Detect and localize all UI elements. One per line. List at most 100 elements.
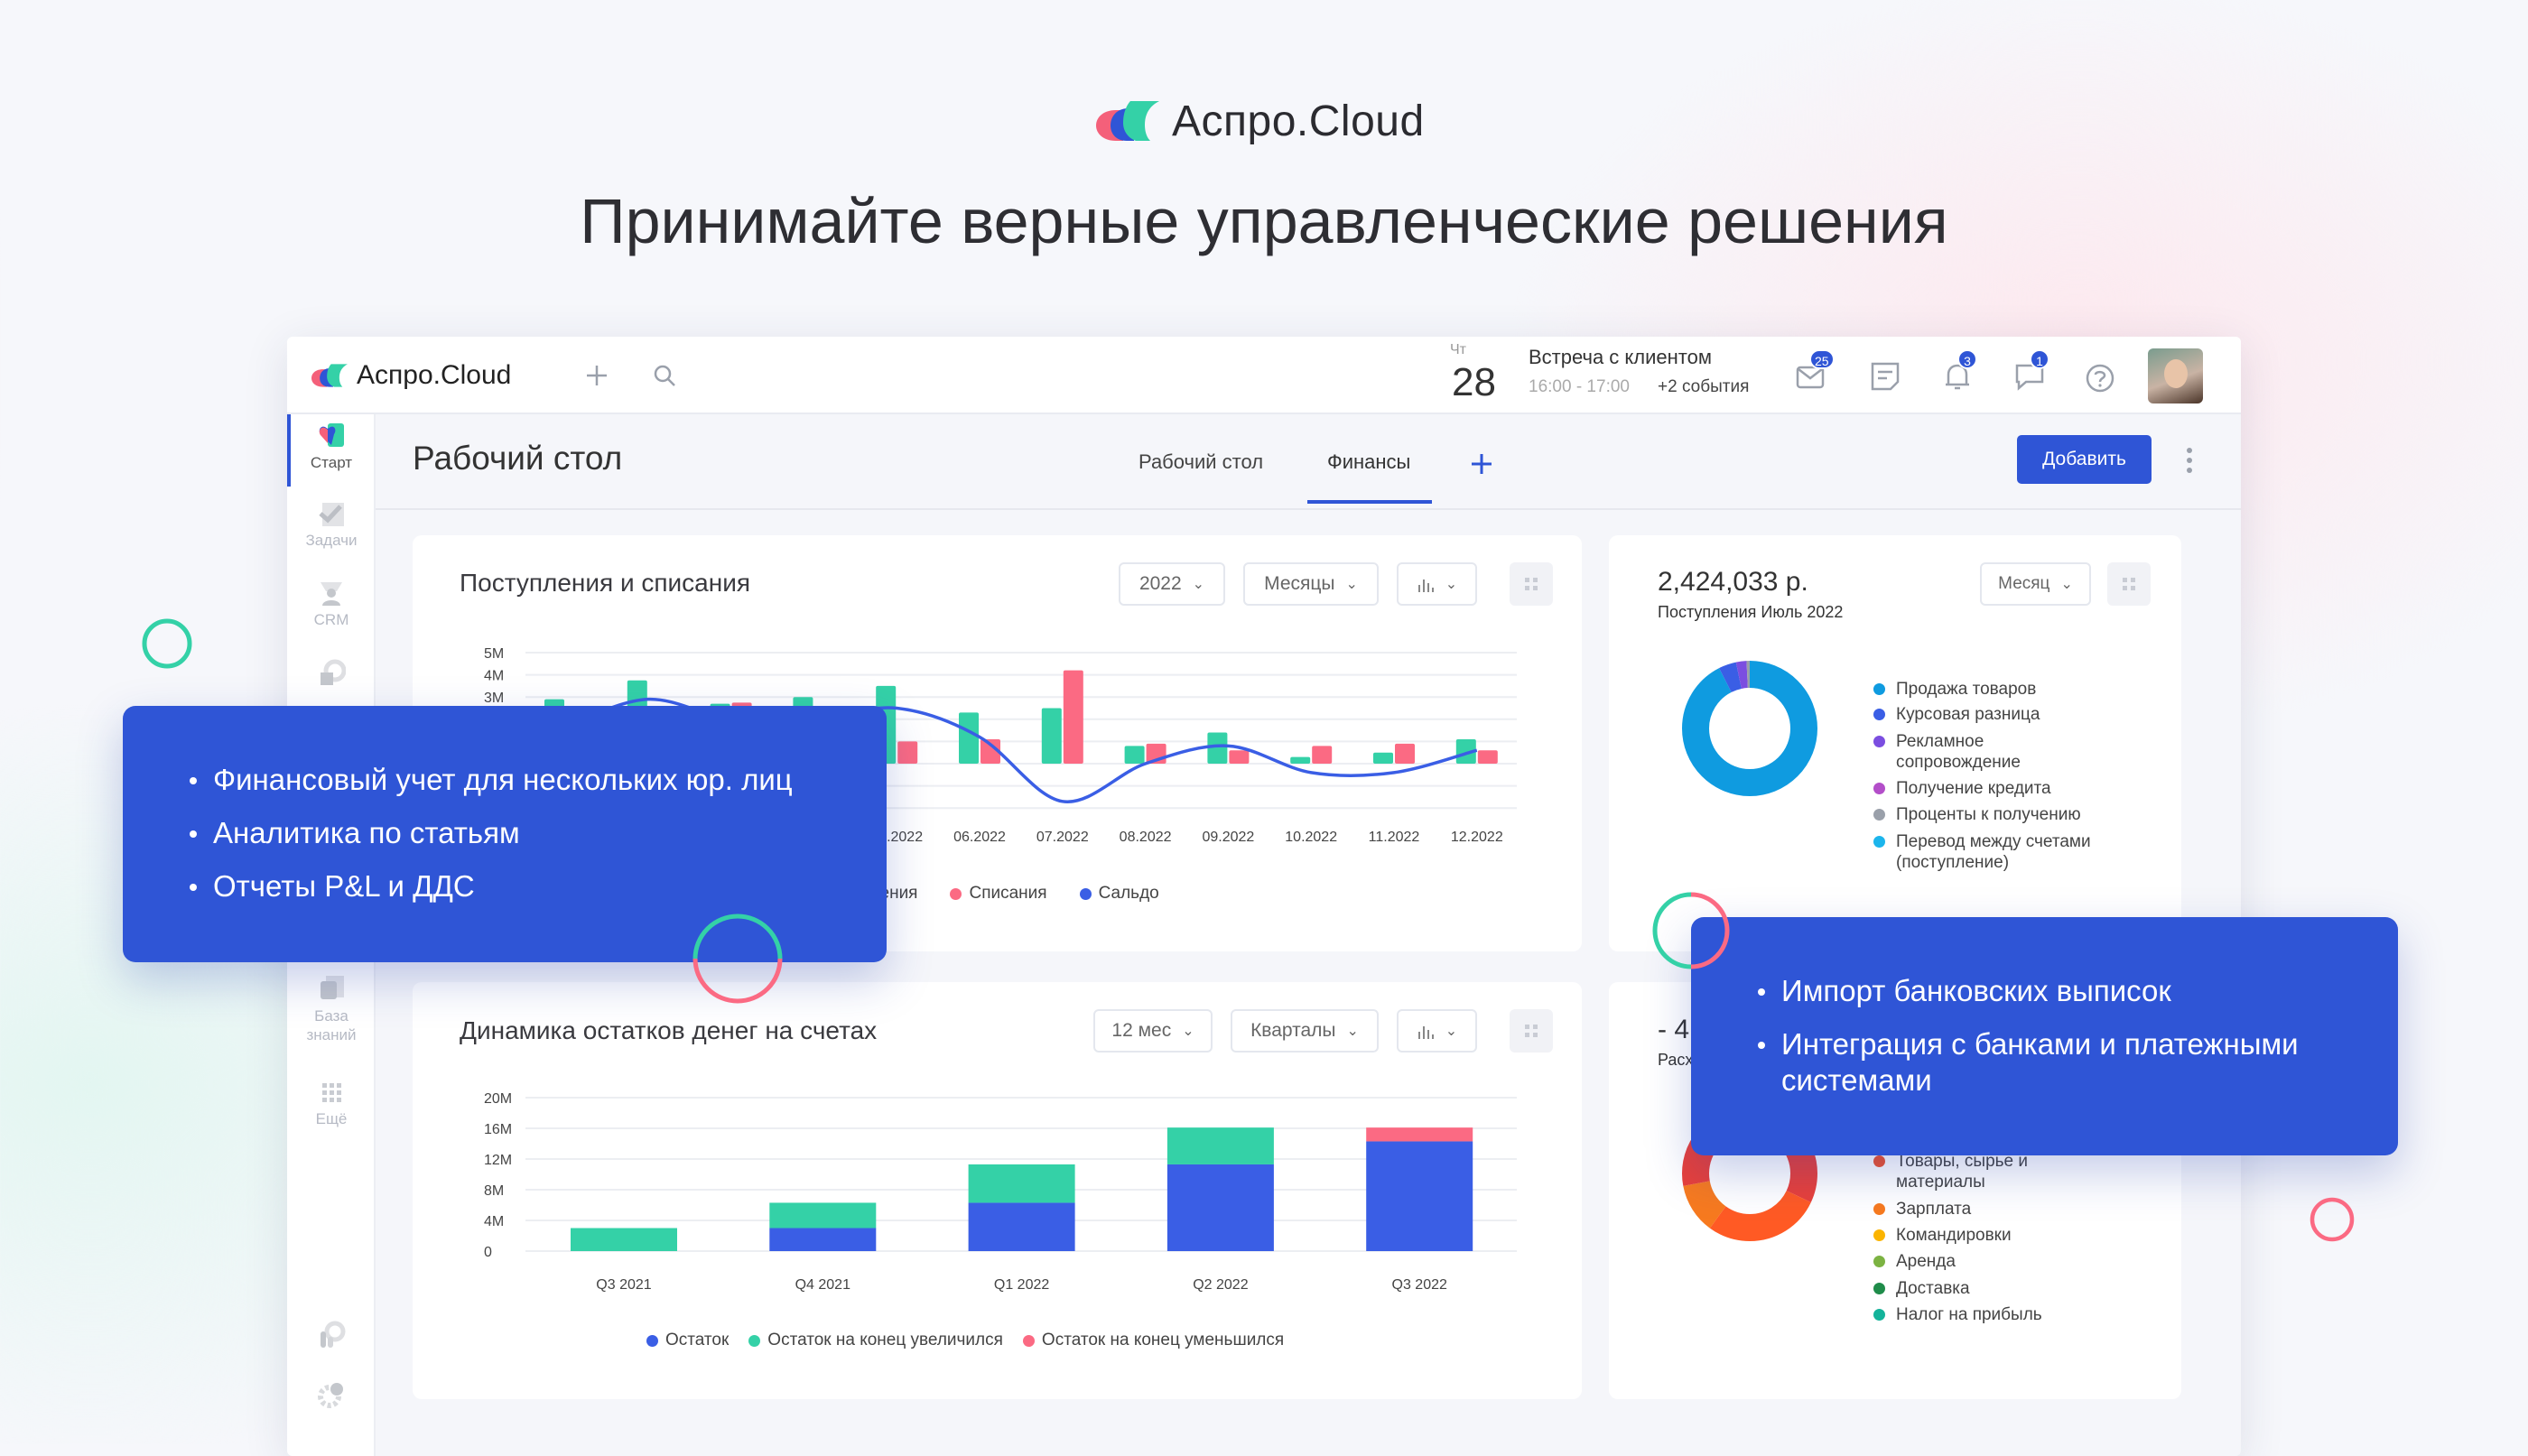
x-tick-label: 09.2022 [1202,830,1254,845]
legend-item[interactable]: Доставка [1873,1278,2108,1299]
feature-item: Интеграция с банками и платежными систем… [1754,1026,2362,1099]
chat-button[interactable]: 1 [2013,349,2049,396]
search-icon[interactable] [653,364,676,387]
legend-label: Курсовая разница [1896,705,2040,724]
legend-item[interactable]: Продажа товаров [1873,679,2108,700]
add-tab-icon[interactable] [1470,452,1493,476]
legend-item[interactable]: Остаток на конец уменьшился [1022,1329,1284,1352]
legend-item[interactable]: Курсовая разница [1873,704,2108,725]
integrations-icon[interactable] [317,1321,346,1349]
decor-ring-pink [2310,1197,2355,1242]
stacked-bar-segment [1366,1127,1473,1142]
stacked-bar-segment [1366,1141,1473,1251]
year-select[interactable]: 2022 ⌄ [1119,562,1225,606]
more-events-link[interactable]: +2 события [1658,377,1750,396]
kebab-menu-icon[interactable] [2183,445,2196,476]
month-select[interactable]: Месяц ⌄ [1980,562,2091,606]
chevron-down-icon: ⌄ [1445,577,1458,592]
sidebar-item-projects[interactable] [287,658,376,691]
legend-label: Налог на прибыль [1896,1305,2042,1324]
expense-bar [1477,750,1498,764]
active-tab-underline [1307,500,1432,504]
chevron-down-icon: ⌄ [1346,1024,1359,1039]
stacked-bar-segment [968,1202,1075,1251]
sidebar-label: CRM [313,611,349,628]
tab-finance[interactable]: Финансы [1327,450,1411,473]
user-avatar[interactable] [2148,348,2203,403]
drag-handle[interactable] [1510,562,1553,606]
stacked-bar-segment [1166,1164,1274,1251]
app-logo[interactable]: Аспро.Cloud [311,360,511,391]
tab-desktop[interactable]: Рабочий стол [1139,450,1264,473]
card-title: Поступления и списания [460,569,751,597]
period-select[interactable]: Месяцы ⌄ [1243,562,1379,606]
donut-slice [1682,661,1817,796]
divider [376,508,2241,510]
add-button[interactable]: Добавить [2017,435,2152,484]
projects-icon [321,659,346,685]
x-tick-label: 08.2022 [1120,830,1172,845]
sidebar-item-more[interactable]: Ещё [287,1078,376,1128]
legend-item[interactable]: Рекламное сопровождение [1873,731,2108,773]
drag-handle[interactable] [1510,1009,1553,1053]
top-header: Аспро.Cloud Чт 28 Встреча с клиентом 16:… [287,337,2241,414]
legend-swatch [1873,709,1885,720]
legend-item[interactable]: Командировки [1873,1225,2108,1246]
calendar-day[interactable]: 28 [1452,360,1496,404]
legend-item[interactable]: Налог на прибыль [1873,1304,2108,1325]
legend-swatch [1873,783,1885,794]
feature-item: Отчеты P&L и ДДС [186,868,887,904]
period-select[interactable]: Кварталы ⌄ [1231,1009,1379,1053]
plus-icon[interactable] [585,364,609,387]
legend-label: Продажа товаров [1896,680,2037,699]
income-bar [1041,708,1062,764]
period-select-value: Месяцы [1264,573,1335,594]
legend-item[interactable]: Сальдо [1079,882,1159,905]
x-tick-label: 07.2022 [1036,830,1089,845]
sidebar-item-start[interactable]: Старт [287,422,376,472]
expense-bar [981,738,1000,764]
mail-button[interactable]: 25 [1795,349,1835,396]
income-bar [1455,738,1476,764]
x-tick-label: Q3 2021 [596,1277,651,1293]
notifications-button[interactable]: 3 [1941,349,1977,396]
sidebar-item-crm[interactable]: CRM [287,579,376,629]
chevron-down-icon: ⌄ [1182,1024,1194,1039]
drag-handle[interactable] [2107,562,2151,606]
balance-chart: 20M 16M 12M 8M 4M 0 Q3 2021 Q4 2021 Q1 2022 Q2 20… [484,1091,1517,1293]
stacked-bar-segment [968,1164,1075,1203]
legend-label: Аренда [1896,1252,1956,1271]
notes-button[interactable] [1869,360,1901,397]
event-time: 16:00 - 17:00 [1529,377,1630,396]
month-select-value: Месяц [1998,574,2050,593]
chart-type-select[interactable]: ⌄ [1397,1009,1477,1053]
event-title[interactable]: Встреча с клиентом [1529,346,1712,368]
income-amount: 2,424,033 р. [1658,567,1808,597]
sidebar-item-tasks[interactable]: Задачи [287,499,376,550]
page-title: Рабочий стол [413,440,623,477]
legend-label: Получение кредита [1896,779,2051,798]
range-select[interactable]: 12 мес ⌄ [1093,1009,1213,1053]
legend-item[interactable]: Остаток на конец увеличился [748,1329,1003,1352]
x-tick-label: 11.2022 [1369,830,1420,845]
legend-item[interactable]: Зарплата [1873,1199,2108,1220]
income-bar [1373,752,1393,764]
x-tick-label: Q2 2022 [1193,1277,1248,1293]
y-tick-label: 8M [484,1183,504,1199]
legend-item[interactable]: Аренда [1873,1251,2108,1272]
help-icon[interactable] [2084,362,2116,394]
chart-type-select[interactable]: ⌄ [1397,562,1477,606]
legend-swatch [1873,809,1885,821]
settings-icon[interactable] [317,1380,346,1409]
legend-item[interactable]: Товары, сырье и материалы [1873,1151,2108,1192]
legend-item[interactable]: Остаток [646,1329,729,1352]
decor-ring-green [142,618,192,669]
expense-amount: - 4 [1658,1015,1690,1044]
legend-item[interactable]: Проценты к получению [1873,804,2108,825]
legend-item[interactable]: Перевод между счетами (поступление) [1873,831,2108,873]
legend-item[interactable]: Получение кредита [1873,778,2108,799]
legend-item[interactable]: Списания [950,882,1047,905]
income-bar [1124,746,1145,764]
avatar-face [2164,359,2188,388]
sidebar-item-knowledge-base[interactable]: База знаний [287,974,376,1044]
